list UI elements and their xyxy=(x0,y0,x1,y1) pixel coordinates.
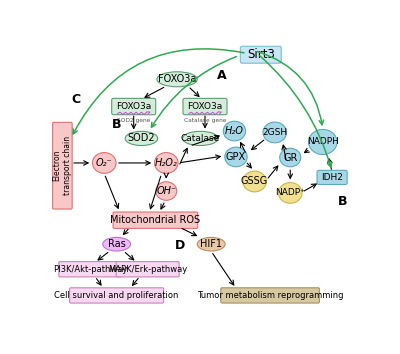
Text: C: C xyxy=(72,93,81,106)
FancyBboxPatch shape xyxy=(183,98,227,115)
Text: Catalase: Catalase xyxy=(181,134,220,143)
Text: GPX: GPX xyxy=(226,152,246,162)
Text: Cell survival and proliferation: Cell survival and proliferation xyxy=(54,291,179,300)
Text: H₂O₂: H₂O₂ xyxy=(155,158,178,168)
Text: Tumor metabolism reprogramming: Tumor metabolism reprogramming xyxy=(197,291,343,300)
Text: B: B xyxy=(338,195,348,209)
Text: SOD2: SOD2 xyxy=(128,133,155,143)
Circle shape xyxy=(278,183,302,203)
Text: Ras: Ras xyxy=(108,239,126,249)
Ellipse shape xyxy=(182,131,218,145)
Text: O₂⁻: O₂⁻ xyxy=(96,158,112,168)
Text: SOD2 gene: SOD2 gene xyxy=(117,118,150,123)
Text: 2GSH: 2GSH xyxy=(262,128,287,137)
FancyBboxPatch shape xyxy=(317,170,347,184)
FancyBboxPatch shape xyxy=(112,98,156,115)
Circle shape xyxy=(308,130,337,154)
Text: B: B xyxy=(112,118,122,131)
Circle shape xyxy=(156,182,177,200)
Text: GR: GR xyxy=(283,153,298,162)
FancyBboxPatch shape xyxy=(116,262,179,277)
Ellipse shape xyxy=(125,131,158,145)
FancyBboxPatch shape xyxy=(221,288,319,303)
Text: Electron
transport chain: Electron transport chain xyxy=(53,136,72,195)
Text: D: D xyxy=(175,239,185,252)
Text: PI3K/Akt-pathway: PI3K/Akt-pathway xyxy=(53,265,128,274)
FancyBboxPatch shape xyxy=(113,212,198,228)
Text: FOXO3a: FOXO3a xyxy=(116,102,151,111)
Text: GSSG: GSSG xyxy=(241,177,268,187)
Text: Mitochondrial ROS: Mitochondrial ROS xyxy=(110,215,200,225)
Circle shape xyxy=(223,121,246,141)
Circle shape xyxy=(225,147,247,167)
Text: NADPH: NADPH xyxy=(307,137,339,147)
Text: Catalase gene: Catalase gene xyxy=(184,118,226,123)
FancyBboxPatch shape xyxy=(53,122,72,209)
Text: OH⁻: OH⁻ xyxy=(156,186,176,196)
Text: FOXO3a: FOXO3a xyxy=(158,74,196,84)
Text: NADP⁺: NADP⁺ xyxy=(275,188,305,198)
Text: HIF1: HIF1 xyxy=(200,239,222,249)
Text: A: A xyxy=(217,69,227,82)
FancyBboxPatch shape xyxy=(59,262,122,277)
Circle shape xyxy=(92,153,116,173)
FancyBboxPatch shape xyxy=(70,288,164,303)
Text: FOXO3a: FOXO3a xyxy=(187,102,223,111)
Circle shape xyxy=(263,122,286,143)
Ellipse shape xyxy=(197,238,225,251)
Text: IDH2: IDH2 xyxy=(321,173,343,182)
Ellipse shape xyxy=(157,72,197,87)
FancyBboxPatch shape xyxy=(240,46,281,63)
Ellipse shape xyxy=(103,238,130,251)
Text: H₂O: H₂O xyxy=(225,126,244,136)
Text: Sirt3: Sirt3 xyxy=(247,48,275,61)
Circle shape xyxy=(154,153,178,173)
Circle shape xyxy=(280,148,301,167)
Circle shape xyxy=(243,171,266,192)
Text: MAPK/Erk-pathway: MAPK/Erk-pathway xyxy=(108,265,187,274)
